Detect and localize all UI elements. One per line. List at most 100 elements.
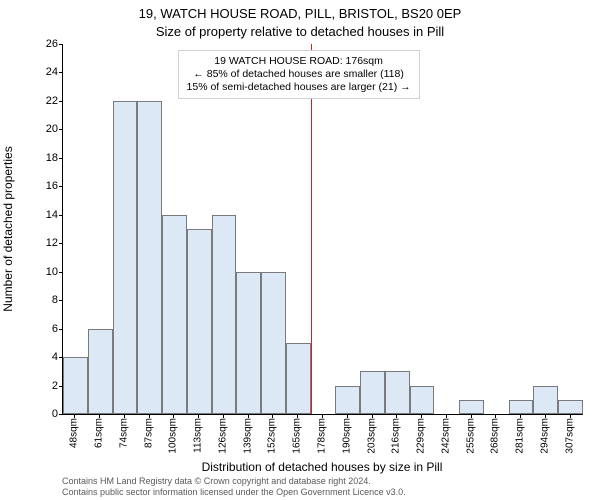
x-tick-label: 203sqm [366,418,377,454]
y-tick-mark [59,386,63,387]
x-tick-mark [347,414,348,418]
x-tick-label: 152sqm [267,418,278,454]
y-tick-mark [59,357,63,358]
x-tick-label: 165sqm [292,418,303,454]
histogram-bar [113,101,138,414]
annotation-line-1: 19 WATCH HOUSE ROAD: 176sqm [187,55,411,68]
histogram-bar [410,386,435,414]
x-tick-label: 255sqm [465,418,476,454]
y-tick-label: 0 [28,408,58,420]
y-tick-label: 20 [28,123,58,135]
y-tick-label: 4 [28,351,58,363]
x-tick-label: 113sqm [193,418,204,453]
copyright-line-1: Contains HM Land Registry data © Crown c… [62,476,582,486]
y-tick-mark [59,414,63,415]
chart-container: 19, WATCH HOUSE ROAD, PILL, BRISTOL, BS2… [0,0,600,500]
x-axis-label: Distribution of detached houses by size … [62,460,582,474]
y-tick-mark [59,272,63,273]
y-tick-label: 14 [28,209,58,221]
y-tick-mark [59,129,63,130]
reference-line [311,44,312,414]
y-tick-mark [59,243,63,244]
y-tick-mark [59,215,63,216]
x-tick-mark [570,414,571,418]
x-tick-label: 178sqm [317,418,328,454]
histogram-bar [509,400,534,414]
x-tick-mark [297,414,298,418]
histogram-bar [335,386,360,414]
y-tick-mark [59,186,63,187]
plot-area: 19 WATCH HOUSE ROAD: 176sqm← 85% of deta… [62,44,583,415]
chart-title-address: 19, WATCH HOUSE ROAD, PILL, BRISTOL, BS2… [0,6,600,21]
x-tick-mark [74,414,75,418]
y-tick-label: 6 [28,323,58,335]
x-tick-mark [545,414,546,418]
y-tick-mark [59,329,63,330]
x-tick-mark [322,414,323,418]
histogram-bar [63,357,88,414]
y-tick-label: 22 [28,95,58,107]
annotation-box: 19 WATCH HOUSE ROAD: 176sqm← 85% of deta… [178,50,420,99]
histogram-bar [212,215,237,414]
histogram-bar [286,343,311,414]
x-tick-mark [198,414,199,418]
x-tick-mark [446,414,447,418]
histogram-bar [137,101,162,414]
x-tick-label: 242sqm [440,418,451,454]
x-tick-mark [495,414,496,418]
x-tick-label: 87sqm [143,418,154,448]
x-tick-label: 229sqm [416,418,427,454]
y-tick-label: 24 [28,66,58,78]
x-tick-label: 268sqm [490,418,501,454]
y-tick-mark [59,101,63,102]
x-tick-mark [272,414,273,418]
x-tick-mark [173,414,174,418]
y-tick-mark [59,300,63,301]
histogram-bar [187,229,212,414]
annotation-line-3: 15% of semi-detached houses are larger (… [187,81,411,94]
x-tick-label: 281sqm [515,418,526,454]
histogram-bar [88,329,113,414]
y-tick-label: 12 [28,237,58,249]
x-tick-mark [471,414,472,418]
x-tick-label: 48sqm [69,418,80,448]
histogram-bar [162,215,187,414]
histogram-bar [360,371,385,414]
x-tick-mark [223,414,224,418]
copyright-notice: Contains HM Land Registry data © Crown c… [62,476,582,497]
y-tick-label: 16 [28,180,58,192]
x-tick-mark [421,414,422,418]
x-tick-label: 190sqm [341,418,352,454]
y-tick-label: 26 [28,38,58,50]
histogram-bar [533,386,558,414]
y-tick-label: 18 [28,152,58,164]
y-tick-mark [59,158,63,159]
x-tick-label: 139sqm [242,418,253,454]
copyright-line-2: Contains public sector information licen… [62,487,582,497]
x-tick-label: 307sqm [564,418,575,454]
y-tick-mark [59,72,63,73]
x-tick-label: 216sqm [391,418,402,454]
x-tick-mark [124,414,125,418]
chart-title-subtitle: Size of property relative to detached ho… [0,24,600,39]
y-axis-label: Number of detached properties [1,146,15,311]
x-tick-label: 126sqm [217,418,228,454]
x-tick-mark [99,414,100,418]
histogram-bar [459,400,484,414]
y-tick-label: 10 [28,266,58,278]
x-tick-mark [372,414,373,418]
y-tick-label: 2 [28,380,58,392]
x-tick-label: 294sqm [539,418,550,454]
histogram-bar [261,272,286,414]
x-tick-mark [520,414,521,418]
x-tick-mark [396,414,397,418]
histogram-bar [236,272,261,414]
x-tick-label: 100sqm [168,418,179,454]
histogram-bar [385,371,410,414]
x-tick-label: 61sqm [94,418,105,448]
histogram-bar [558,400,583,414]
annotation-line-2: ← 85% of detached houses are smaller (11… [187,68,411,81]
x-tick-mark [149,414,150,418]
y-tick-mark [59,44,63,45]
x-tick-mark [248,414,249,418]
